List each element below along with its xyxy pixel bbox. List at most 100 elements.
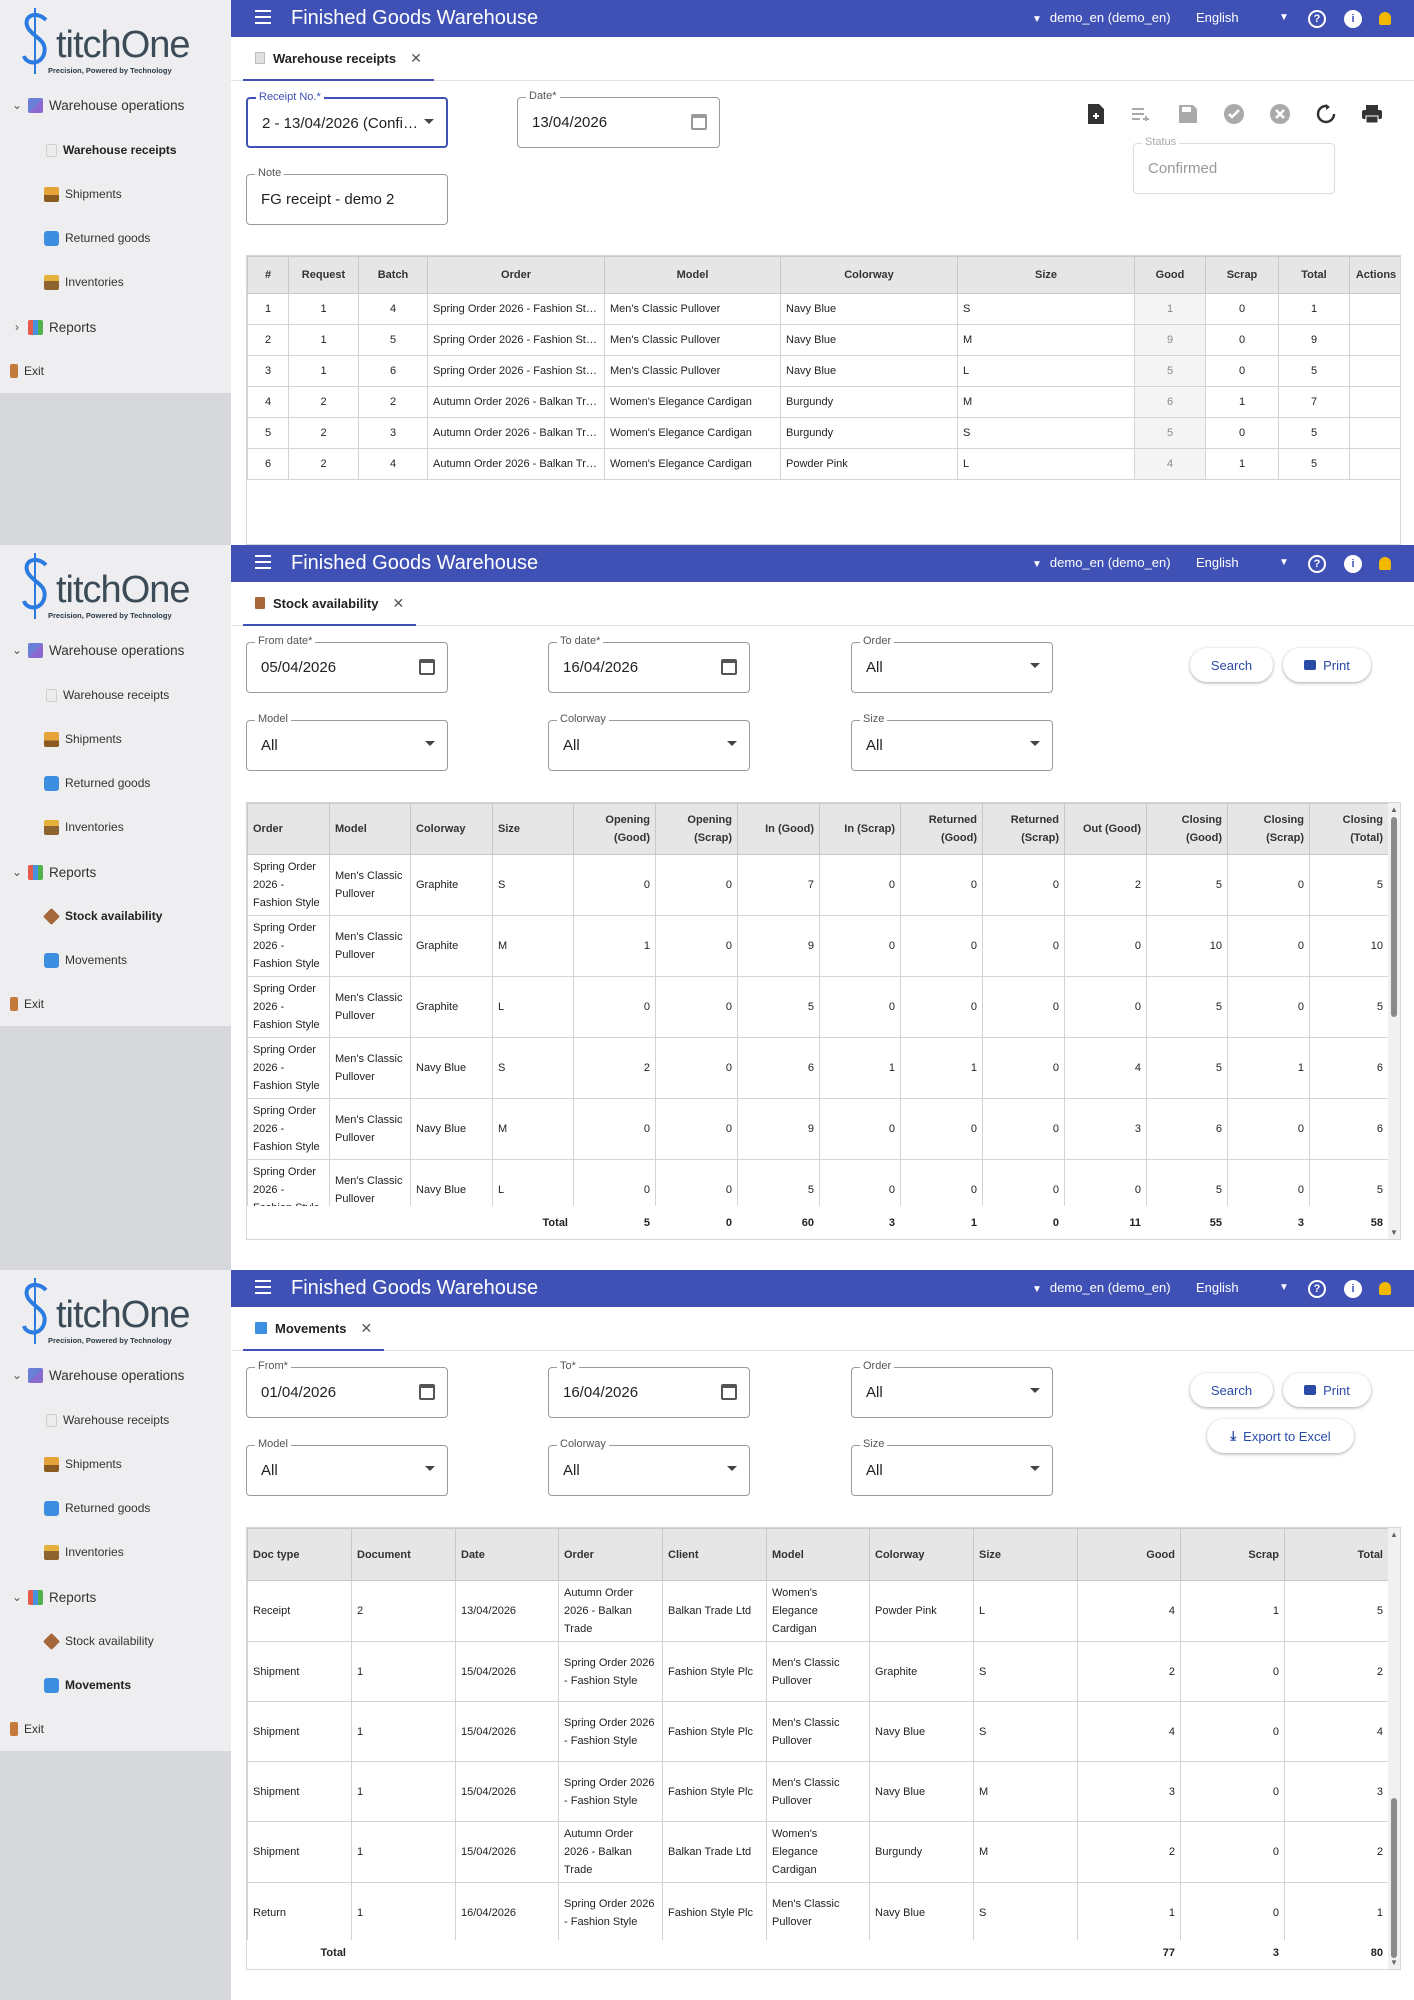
vertical-scrollbar[interactable]: ▲ ▼	[1388, 803, 1400, 1239]
table-row[interactable]: 5 2 3 Autumn Order 2026 - Balkan Trade Women…	[247, 417, 1400, 449]
nav-inventories[interactable]: Inventories	[44, 267, 124, 297]
nav-warehouse-receipts[interactable]: Warehouse receipts	[46, 680, 169, 710]
nav-stock-availability[interactable]: Stock availability	[43, 1626, 154, 1656]
close-icon[interactable]: ✕	[392, 594, 405, 611]
nav-warehouse-receipts[interactable]: Warehouse receipts	[46, 135, 177, 165]
note-field[interactable]: Note FG receipt - demo 2	[246, 167, 448, 225]
vertical-scrollbar[interactable]: ▲ ▼	[1388, 1528, 1400, 1969]
tab-movements[interactable]: Movements ✕	[243, 1307, 385, 1351]
scroll-up-icon[interactable]: ▲	[1390, 805, 1398, 814]
scroll-down-icon[interactable]: ▼	[1390, 1228, 1398, 1237]
info-icon[interactable]: i	[1344, 555, 1362, 573]
language-select[interactable]: English	[1196, 555, 1239, 570]
nav-stock-availability[interactable]: Stock availability	[43, 901, 162, 931]
nav-movements[interactable]: Movements	[44, 1670, 131, 1700]
calendar-icon[interactable]	[419, 659, 435, 675]
nav-exit[interactable]: Exit	[10, 356, 44, 386]
nav-returned-goods[interactable]: Returned goods	[44, 1493, 150, 1523]
table-row[interactable]: Return 1 16/04/2026 Spring Order 2026 - Fas…	[247, 1882, 1388, 1943]
cancel-icon[interactable]	[1269, 103, 1291, 125]
from-date-field[interactable]: From date* 05/04/2026	[246, 635, 448, 693]
search-button[interactable]: Search	[1190, 648, 1273, 682]
nav-returned-goods[interactable]: Returned goods	[44, 768, 150, 798]
colorway-select[interactable]: Colorway All	[548, 1438, 750, 1496]
save-icon[interactable]	[1177, 103, 1199, 125]
new-document-icon[interactable]	[1085, 103, 1107, 125]
nav-inventories[interactable]: Inventories	[44, 812, 124, 842]
table-row[interactable]: 2 1 5 Spring Order 2026 - Fashion Style Men'…	[247, 324, 1400, 356]
help-icon[interactable]: ?	[1308, 555, 1326, 573]
help-icon[interactable]: ?	[1308, 1280, 1326, 1298]
model-select[interactable]: Model All	[246, 1438, 448, 1496]
search-button[interactable]: Search	[1190, 1373, 1273, 1407]
nav-shipments[interactable]: Shipments	[44, 724, 122, 754]
to-date-field[interactable]: To* 16/04/2026	[548, 1360, 750, 1418]
to-date-field[interactable]: To date* 16/04/2026	[548, 635, 750, 693]
nav-warehouse-operations[interactable]: ⌄ Warehouse operations	[10, 635, 184, 665]
calendar-icon[interactable]	[721, 1384, 737, 1400]
table-row[interactable]: 1 1 4 Spring Order 2026 - Fashion Style Men'…	[247, 293, 1400, 325]
date-field[interactable]: Date* 13/04/2026	[517, 90, 720, 148]
bell-icon[interactable]	[1379, 557, 1391, 570]
scrollbar-thumb[interactable]	[1391, 1798, 1397, 1958]
scroll-down-icon[interactable]: ▼	[1390, 1958, 1398, 1967]
nav-movements[interactable]: Movements	[44, 945, 127, 975]
bell-icon[interactable]	[1379, 1282, 1391, 1295]
print-button[interactable]: Print	[1283, 648, 1371, 682]
tab-warehouse-receipts[interactable]: Warehouse receipts ✕	[243, 37, 434, 81]
confirm-icon[interactable]	[1223, 103, 1245, 125]
order-select[interactable]: Order All	[851, 1360, 1053, 1418]
nav-warehouse-operations[interactable]: ⌄ Warehouse operations	[10, 1360, 184, 1390]
table-row[interactable]: Shipment 1 15/04/2026 Autumn Order 2026 - B…	[247, 1821, 1388, 1883]
order-select[interactable]: Order All	[851, 635, 1053, 693]
close-icon[interactable]: ✕	[360, 1319, 373, 1336]
menu-icon[interactable]	[255, 1280, 271, 1294]
nav-shipments[interactable]: Shipments	[44, 179, 122, 209]
language-select[interactable]: English	[1196, 10, 1239, 25]
table-row[interactable]: Receipt 2 13/04/2026 Autumn Order 2026 - Ba…	[247, 1580, 1388, 1642]
info-icon[interactable]: i	[1344, 10, 1362, 28]
user-menu[interactable]: ▼ demo_en (demo_en)	[1032, 555, 1171, 570]
nav-reports[interactable]: ⌄ Reports	[10, 857, 96, 887]
print-button[interactable]: Print	[1283, 1373, 1371, 1407]
help-icon[interactable]: ?	[1308, 10, 1326, 28]
nav-reports[interactable]: › Reports	[10, 312, 96, 342]
refresh-icon[interactable]	[1315, 103, 1337, 125]
model-select[interactable]: Model All	[246, 713, 448, 771]
table-row[interactable]: Shipment 1 15/04/2026 Spring Order 2026 - F…	[247, 1701, 1388, 1762]
calendar-icon[interactable]	[419, 1384, 435, 1400]
calendar-icon[interactable]	[691, 114, 707, 130]
size-select[interactable]: Size All	[851, 1438, 1053, 1496]
language-select[interactable]: English	[1196, 1280, 1239, 1295]
export-excel-button[interactable]: ⤓ Export to Excel	[1207, 1419, 1354, 1453]
table-row[interactable]: Shipment 1 15/04/2026 Spring Order 2026 - F…	[247, 1761, 1388, 1822]
colorway-select[interactable]: Colorway All	[548, 713, 750, 771]
close-icon[interactable]: ✕	[410, 49, 422, 66]
calendar-icon[interactable]	[721, 659, 737, 675]
receipt-number-select[interactable]: Receipt No.* 2 - 13/04/2026 (Confirmed)	[246, 91, 448, 148]
scroll-up-icon[interactable]: ▲	[1390, 1530, 1398, 1539]
nav-inventories[interactable]: Inventories	[44, 1537, 124, 1567]
user-menu[interactable]: ▼ demo_en (demo_en)	[1032, 10, 1171, 25]
table-row[interactable]: 4 2 2 Autumn Order 2026 - Balkan Trade Women…	[247, 386, 1400, 418]
add-row-icon[interactable]	[1131, 103, 1153, 125]
scrollbar-thumb[interactable]	[1391, 817, 1397, 1017]
size-select[interactable]: Size All	[851, 713, 1053, 771]
table-row[interactable]: 3 1 6 Spring Order 2026 - Fashion Style Men'…	[247, 355, 1400, 387]
from-date-field[interactable]: From* 01/04/2026	[246, 1360, 448, 1418]
table-row[interactable]: Shipment 1 15/04/2026 Spring Order 2026 - F…	[247, 1641, 1388, 1702]
info-icon[interactable]: i	[1344, 1280, 1362, 1298]
nav-warehouse-receipts[interactable]: Warehouse receipts	[46, 1405, 169, 1435]
bell-icon[interactable]	[1379, 12, 1391, 25]
table-row[interactable]: 6 2 4 Autumn Order 2026 - Balkan Trade Women…	[247, 448, 1400, 480]
nav-warehouse-operations[interactable]: ⌄ Warehouse operations	[10, 90, 184, 120]
nav-reports[interactable]: ⌄ Reports	[10, 1582, 96, 1612]
menu-icon[interactable]	[255, 555, 271, 569]
nav-exit[interactable]: Exit	[10, 1714, 44, 1744]
menu-icon[interactable]	[255, 10, 271, 24]
